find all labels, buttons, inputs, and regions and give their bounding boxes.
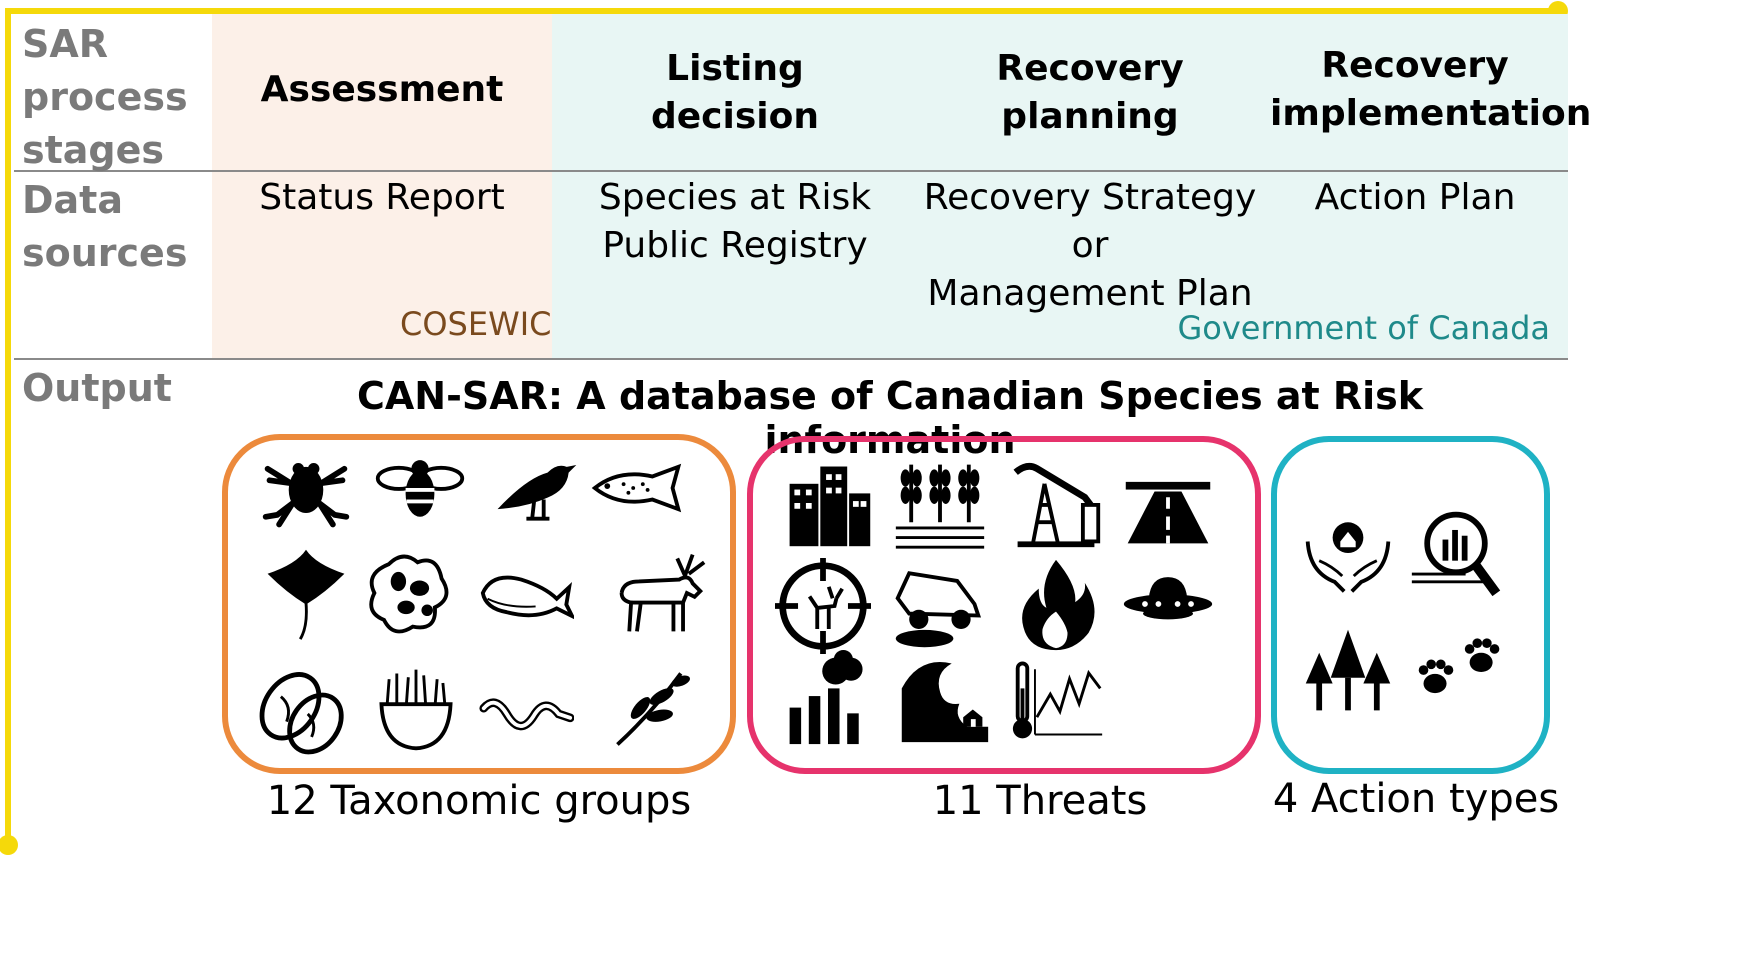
plant-icon: [604, 660, 700, 756]
timeline-top-line: [5, 8, 1558, 14]
research-icon: [1408, 505, 1504, 601]
fish-icon: [590, 440, 686, 536]
stages-row-label: SAR process stages: [22, 22, 188, 172]
source-action-plan: Action Plan: [1314, 177, 1516, 218]
agriculture-icon: [892, 455, 988, 551]
moss-icon: [368, 660, 464, 756]
forest-icon: [1300, 624, 1396, 720]
paw-prints-icon: [1412, 624, 1508, 720]
action-types-box: [1271, 436, 1550, 774]
org-cosewic: COSEWIC: [400, 305, 552, 343]
timeline-left-line: [5, 8, 11, 850]
stage-listing-decision: Listing decision: [651, 48, 819, 137]
ufo-icon: [1120, 556, 1216, 652]
pollution-icon: [780, 650, 876, 746]
bird-icon: [488, 440, 584, 536]
moose-icon: [612, 545, 708, 641]
threats-box: [747, 436, 1261, 774]
climate-icon: [1010, 650, 1106, 746]
stage-recovery-implementation: Recovery implementation: [1270, 45, 1592, 134]
vehicle-icon: [890, 556, 986, 652]
frog-icon: [258, 440, 354, 536]
habitat-protection-icon: [1300, 505, 1396, 601]
ray-icon: [258, 545, 354, 641]
lichen-icon: [360, 545, 456, 641]
oil-pump-icon: [1008, 455, 1104, 551]
hunting-target-icon: [775, 558, 871, 654]
threats-caption: 11 Threats: [932, 778, 1148, 824]
taxonomic-groups-caption: 12 Taxonomic groups: [266, 778, 692, 824]
output-row-label: Output: [22, 366, 172, 410]
fire-icon: [1008, 556, 1104, 652]
government-column-bg: [552, 14, 1568, 359]
assessment-column-bg: [212, 14, 552, 359]
worm-icon: [478, 666, 575, 762]
source-public-registry: Species at Risk Public Registry: [598, 177, 872, 266]
row-divider-2: [14, 358, 1568, 360]
timeline-start-dot: [0, 835, 18, 855]
row-divider-1: [14, 170, 1568, 172]
action-types-caption: 4 Action types: [1272, 776, 1560, 822]
stage-assessment: Assessment: [260, 69, 504, 110]
bee-icon: [372, 440, 468, 536]
road-icon: [1120, 455, 1216, 551]
stage-recovery-planning: Recovery planning: [996, 48, 1184, 137]
whale-icon: [478, 545, 577, 641]
source-recovery-strategy: Recovery Strategy or Management Plan: [923, 177, 1257, 314]
taxonomic-groups-box: [222, 434, 736, 774]
source-status-report: Status Report: [259, 177, 505, 218]
mussel-icon: [254, 664, 350, 760]
tsunami-icon: [896, 650, 992, 746]
buildings-icon: [780, 455, 876, 551]
sources-row-label: Data sources: [22, 178, 188, 275]
org-government-of-canada: Government of Canada: [1177, 309, 1550, 347]
